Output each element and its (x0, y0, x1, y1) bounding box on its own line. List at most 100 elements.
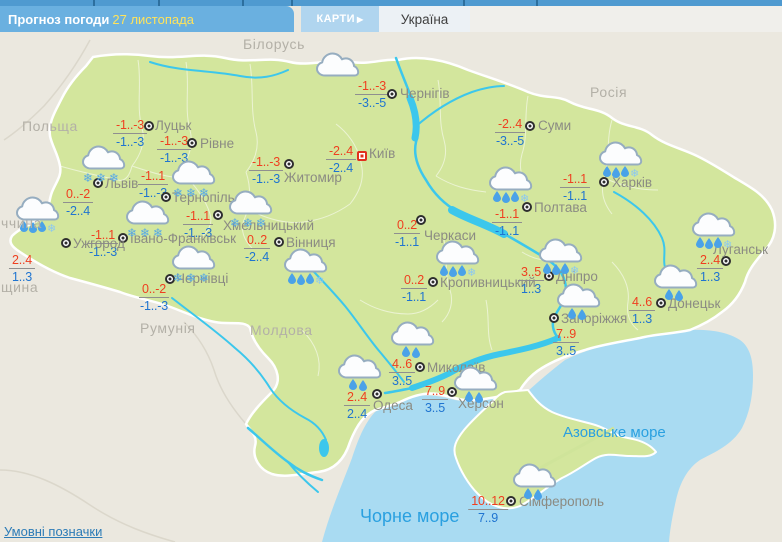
sea-label: Азовське море (563, 424, 666, 441)
weather-icon-snow3: ❄ ❄ ❄ (80, 143, 126, 185)
city-label[interactable]: Полтава (534, 200, 587, 215)
country-label-Росія: Росія (590, 84, 628, 100)
weather-icon-snow3: ❄ ❄ ❄ (170, 158, 216, 200)
city-temps: -1..1 -1..1 (491, 208, 523, 238)
city-label[interactable]: Луганськ (713, 242, 769, 257)
city-label[interactable]: Хмельницький (223, 218, 315, 233)
svg-text:❄: ❄ (570, 264, 579, 276)
night-temp: 1..3 (631, 312, 653, 326)
city-marker[interactable] (549, 313, 559, 323)
city-marker[interactable] (721, 256, 731, 266)
city-temps: 2..4 1..3 (696, 254, 724, 284)
night-temp: -1..-3 (184, 226, 212, 240)
city-label[interactable]: Житомир (284, 170, 342, 185)
day-temp: 4..6 (628, 296, 656, 311)
city-marker[interactable] (447, 387, 457, 397)
day-temp: -1..-3 (249, 156, 283, 171)
nav-separator (158, 0, 160, 6)
city-marker[interactable] (525, 121, 535, 131)
weather-icon-snow3: ❄ ❄ ❄ (124, 198, 170, 240)
city-temps: -2..4 -2..4 (325, 145, 357, 175)
city-marker[interactable] (428, 277, 438, 287)
tab-ukraine[interactable]: Україна (379, 6, 470, 32)
city-temps: 2..4 1..3 (8, 254, 36, 284)
city-marker[interactable] (415, 362, 425, 372)
city-marker[interactable] (161, 192, 171, 202)
night-temp: 3..5 (391, 374, 413, 388)
country-label-ччина: ччина (1, 215, 42, 231)
city-marker[interactable] (93, 178, 103, 188)
city-label[interactable]: Київ (369, 146, 396, 161)
city-marker[interactable] (213, 210, 223, 220)
header-right-filler (470, 6, 782, 32)
city-marker[interactable] (357, 151, 367, 161)
weather-icon-rain2 (336, 352, 382, 392)
city-label[interactable]: Харків (612, 175, 653, 190)
city-temps: -1..-3 -1..-3 (249, 156, 283, 186)
day-temp: -1..1 (491, 208, 523, 223)
weather-icon-rain3snow: ❄ (487, 164, 533, 205)
svg-text:❄: ❄ (630, 167, 639, 179)
weather-icon-cloud (314, 50, 360, 90)
svg-text:❄: ❄ (173, 271, 183, 283)
city-marker[interactable] (387, 89, 397, 99)
svg-text:❄: ❄ (256, 216, 266, 228)
day-temp: -1..1 (559, 173, 591, 188)
legend-link[interactable]: Умовні позначки (4, 524, 103, 539)
nav-separator (291, 0, 293, 6)
city-label[interactable]: Ужгород (73, 236, 125, 251)
city-marker[interactable] (599, 177, 609, 187)
city-label[interactable]: Тернопіль (172, 190, 235, 205)
day-temp: -1..-3 (157, 135, 191, 150)
weather-icon-rain3snow: ❄ (282, 246, 328, 287)
night-temp: 1..3 (520, 282, 542, 296)
city-temps: -1..1 -1..-3 (87, 229, 119, 259)
night-temp: -1..-3 (160, 151, 188, 165)
day-temp: 2..4 (8, 254, 36, 269)
night-temp: 3..5 (555, 344, 577, 358)
tab-ukraine-label: Україна (400, 11, 449, 27)
svg-text:❄: ❄ (315, 274, 324, 286)
city-label[interactable]: Львів (105, 176, 139, 191)
city-label[interactable]: Луцьк (155, 118, 192, 133)
city-marker[interactable] (165, 274, 175, 284)
svg-text:❄: ❄ (127, 226, 137, 238)
tab-maps[interactable]: КАРТИ ▶ (301, 6, 379, 32)
svg-text:❄: ❄ (230, 216, 240, 228)
city-label[interactable]: Рівне (200, 136, 235, 151)
night-temp: -1..1 (401, 290, 426, 304)
city-marker[interactable] (61, 238, 71, 248)
country-label-Молдова: Молдова (250, 322, 313, 338)
nav-separator (463, 0, 465, 6)
city-marker[interactable] (522, 202, 532, 212)
city-marker[interactable] (187, 138, 197, 148)
city-marker[interactable] (656, 298, 666, 308)
city-label[interactable]: Чернігів (400, 86, 450, 101)
night-temp: -2..4 (328, 161, 354, 175)
chevron-right-icon: ▶ (356, 14, 364, 24)
night-temp: 1..3 (699, 270, 721, 284)
day-temp: -1..1 (137, 170, 169, 185)
city-label[interactable]: Черкаси (424, 228, 477, 243)
country-label-Польща: Польща (22, 118, 78, 134)
day-temp: 0..2 (400, 274, 428, 289)
weather-icon-rain3snow: ❄ (14, 194, 60, 235)
city-label[interactable]: Одеса (373, 398, 413, 413)
city-marker[interactable] (284, 159, 294, 169)
svg-text:❄: ❄ (47, 222, 56, 234)
city-marker[interactable] (416, 215, 426, 225)
city-label[interactable]: Івано-Франківськ (130, 231, 237, 246)
city-label[interactable]: Суми (538, 118, 572, 133)
city-marker[interactable] (506, 496, 516, 506)
svg-text:❄: ❄ (186, 186, 196, 198)
city-label[interactable]: Запоріжжя (561, 311, 628, 326)
city-marker[interactable] (118, 233, 128, 243)
city-label[interactable]: Кропивницький (440, 275, 536, 290)
city-marker[interactable] (274, 237, 284, 247)
country-label-Румунія: Румунія (140, 320, 196, 336)
city-marker[interactable] (372, 389, 382, 399)
city-label[interactable]: Чернівці (176, 271, 229, 286)
city-marker[interactable] (144, 121, 154, 131)
city-label[interactable]: Вінниця (286, 235, 336, 250)
